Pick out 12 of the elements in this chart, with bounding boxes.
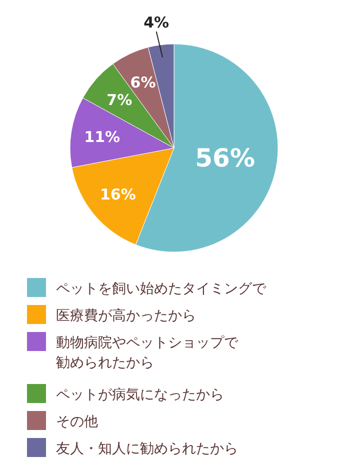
legend-label: 動物病院やペットショップで勧められたから [56, 335, 239, 371]
data-label: 11% [84, 128, 120, 146]
data-label: 16% [100, 186, 136, 204]
data-label: 56% [195, 143, 255, 172]
legend-label: 医療費が高かったから [56, 308, 196, 324]
data-label: 6% [130, 73, 156, 92]
legend-label: 友人・知人に勧められたから [56, 441, 238, 457]
legend-label: ペットが病気になったから [56, 387, 224, 403]
legend-label: その他 [56, 414, 98, 430]
legend-label: ペットを飼い始めたタイミングで [56, 281, 267, 297]
data-label: 7% [106, 91, 132, 110]
data-label: 4% [144, 14, 170, 32]
